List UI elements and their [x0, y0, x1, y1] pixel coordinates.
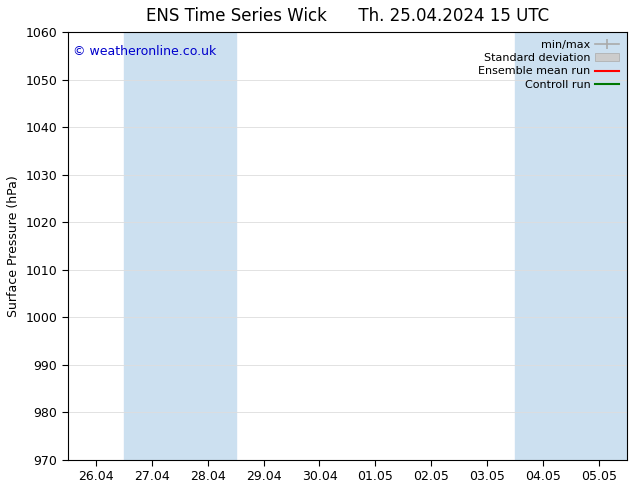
Legend: min/max, Standard deviation, Ensemble mean run, Controll run: min/max, Standard deviation, Ensemble me… — [474, 35, 624, 94]
Text: © weatheronline.co.uk: © weatheronline.co.uk — [74, 45, 217, 58]
Y-axis label: Surface Pressure (hPa): Surface Pressure (hPa) — [7, 175, 20, 317]
Bar — [124, 32, 236, 460]
Title: ENS Time Series Wick      Th. 25.04.2024 15 UTC: ENS Time Series Wick Th. 25.04.2024 15 U… — [146, 7, 549, 25]
Bar — [515, 32, 627, 460]
